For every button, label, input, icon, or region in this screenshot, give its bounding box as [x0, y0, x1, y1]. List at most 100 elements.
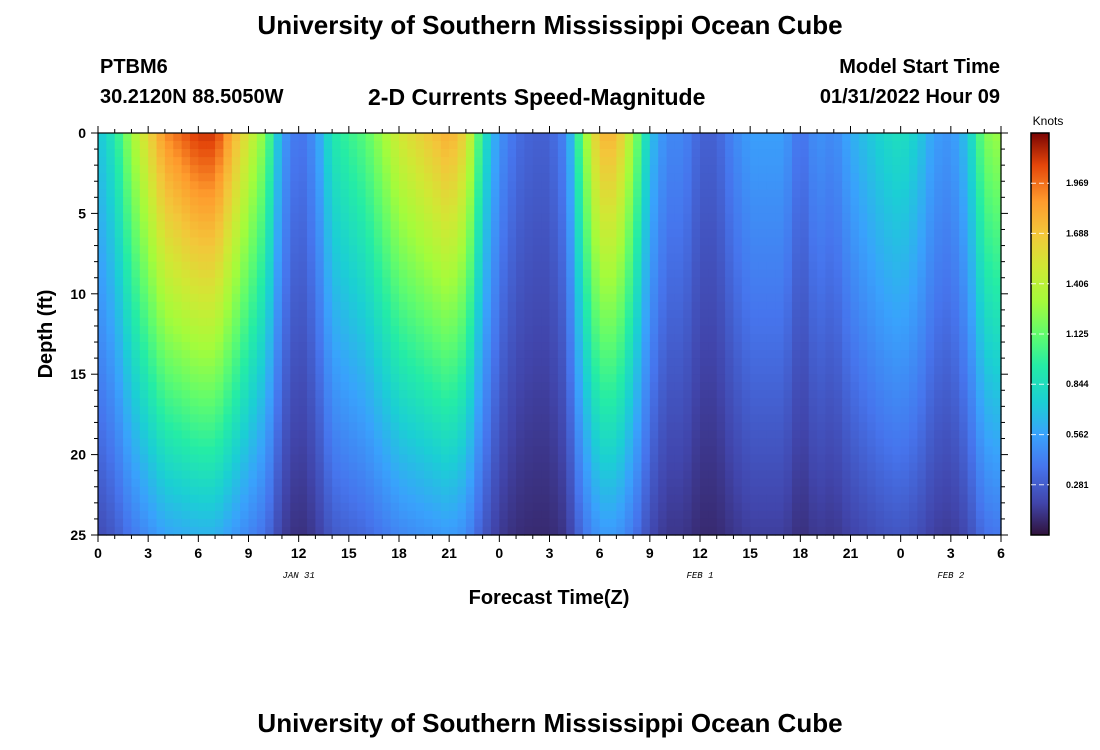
heatmap-cell: [950, 293, 960, 303]
heatmap-cell: [674, 478, 684, 488]
heatmap-cell: [407, 446, 417, 456]
heatmap-cell: [215, 414, 225, 424]
heatmap-cell: [198, 446, 208, 456]
heatmap-cell: [507, 478, 517, 488]
heatmap-cell: [867, 181, 877, 190]
heatmap-cell: [582, 366, 592, 375]
heatmap-cell: [833, 261, 843, 271]
heatmap-cell: [817, 317, 827, 327]
heatmap-cell: [950, 173, 960, 182]
heatmap-cell: [566, 141, 576, 150]
heatmap-cell: [783, 430, 793, 440]
heatmap-cell: [465, 253, 475, 263]
heatmap-cell: [624, 382, 634, 391]
heatmap-cell: [817, 165, 827, 174]
heatmap-cell: [256, 462, 266, 472]
heatmap-cell: [390, 293, 400, 303]
heatmap-cell: [114, 406, 124, 415]
heatmap-cell: [967, 205, 977, 214]
heatmap-cell: [992, 133, 1002, 142]
heatmap-cell: [482, 390, 492, 399]
heatmap-cell: [507, 173, 517, 182]
heatmap-cell: [858, 350, 868, 359]
heatmap-cell: [775, 366, 785, 375]
heatmap-cell: [892, 149, 902, 158]
heatmap-cell: [800, 406, 810, 415]
heatmap-cell: [750, 398, 760, 407]
heatmap-cell: [215, 261, 225, 271]
heatmap-cell: [424, 478, 434, 488]
heatmap-cell: [875, 350, 885, 359]
heatmap-cell: [808, 197, 818, 206]
heatmap-cell: [131, 269, 141, 279]
heatmap-cell: [256, 221, 266, 231]
heatmap-cell: [775, 486, 785, 496]
heatmap-cell: [833, 221, 843, 231]
heatmap-cell: [582, 374, 592, 383]
heatmap-cell: [424, 342, 434, 351]
heatmap-cell: [315, 309, 325, 319]
heatmap-cell: [975, 309, 985, 319]
heatmap-cell: [273, 382, 283, 391]
heatmap-cell: [348, 189, 358, 198]
heatmap-cell: [440, 478, 450, 488]
heatmap-cell: [173, 350, 183, 359]
heatmap-cell: [875, 478, 885, 488]
heatmap-cell: [900, 181, 910, 190]
heatmap-cell: [198, 502, 208, 512]
heatmap-cell: [248, 309, 258, 319]
heatmap-cell: [700, 229, 709, 239]
heatmap-cell: [783, 390, 793, 399]
heatmap-cell: [967, 438, 977, 448]
heatmap-cell: [817, 277, 827, 287]
heatmap-cell: [950, 301, 960, 311]
heatmap-cell: [591, 478, 601, 488]
heatmap-cell: [290, 325, 300, 335]
heatmap-cell: [541, 325, 551, 335]
heatmap-cell: [332, 253, 342, 263]
heatmap-cell: [783, 133, 793, 142]
heatmap-cell: [164, 141, 174, 150]
heatmap-cell: [482, 358, 492, 367]
heatmap-cell: [189, 406, 199, 415]
heatmap-cell: [474, 414, 484, 424]
heatmap-cell: [624, 470, 634, 480]
heatmap-cell: [256, 205, 266, 214]
heatmap-cell: [725, 197, 735, 206]
heatmap-cell: [549, 221, 559, 231]
heatmap-cell: [892, 205, 902, 214]
heatmap-cell: [649, 293, 659, 303]
heatmap-cell: [942, 414, 952, 424]
heatmap-cell: [700, 165, 709, 174]
heatmap-cell: [725, 285, 735, 295]
heatmap-cell: [808, 229, 818, 239]
heatmap-cell: [315, 398, 325, 407]
heatmap-cell: [156, 205, 166, 214]
heatmap-cell: [641, 253, 651, 263]
heatmap-cell: [440, 317, 450, 327]
heatmap-cell: [148, 366, 158, 375]
heatmap-cell: [474, 382, 484, 391]
heatmap-cell: [867, 277, 877, 287]
heatmap-cell: [198, 390, 208, 399]
heatmap-cell: [674, 253, 684, 263]
heatmap-cell: [641, 149, 651, 158]
heatmap-cell: [867, 285, 877, 295]
heatmap-cell: [875, 261, 885, 271]
heatmap-cell: [984, 205, 994, 214]
heatmap-cell: [934, 157, 944, 166]
heatmap-cell: [574, 406, 584, 415]
heatmap-cell: [281, 213, 291, 223]
heatmap-cell: [348, 325, 358, 335]
heatmap-cell: [240, 446, 250, 456]
heatmap-cell: [574, 382, 584, 391]
heatmap-cell: [181, 253, 191, 263]
heatmap-cell: [641, 398, 651, 407]
heatmap-cell: [248, 325, 258, 335]
heatmap-cell: [725, 414, 735, 424]
heatmap-cell: [700, 390, 709, 399]
heatmap-cell: [323, 245, 333, 255]
heatmap-cell: [415, 470, 425, 480]
heatmap-cell: [566, 325, 576, 335]
heatmap-cell: [691, 293, 701, 303]
